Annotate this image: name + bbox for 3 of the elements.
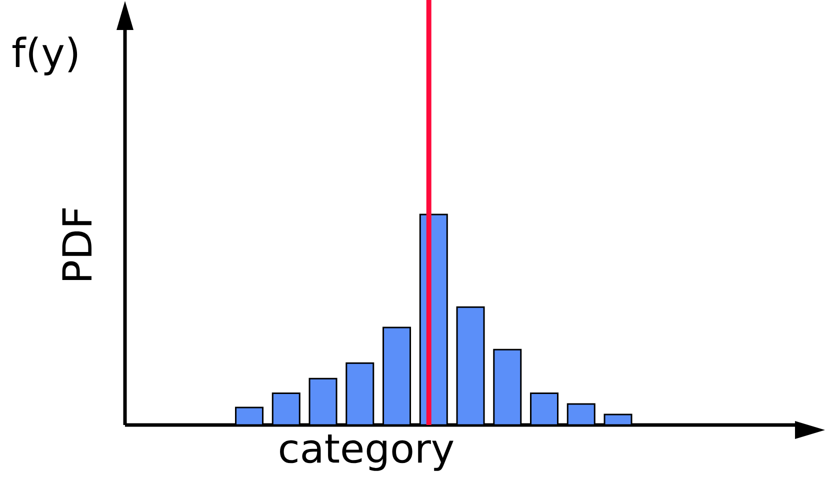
text: f(y)	[12, 36, 78, 76]
x-axis-title: category	[280, 434, 454, 471]
y-axis-title: PDF	[62, 208, 92, 280]
